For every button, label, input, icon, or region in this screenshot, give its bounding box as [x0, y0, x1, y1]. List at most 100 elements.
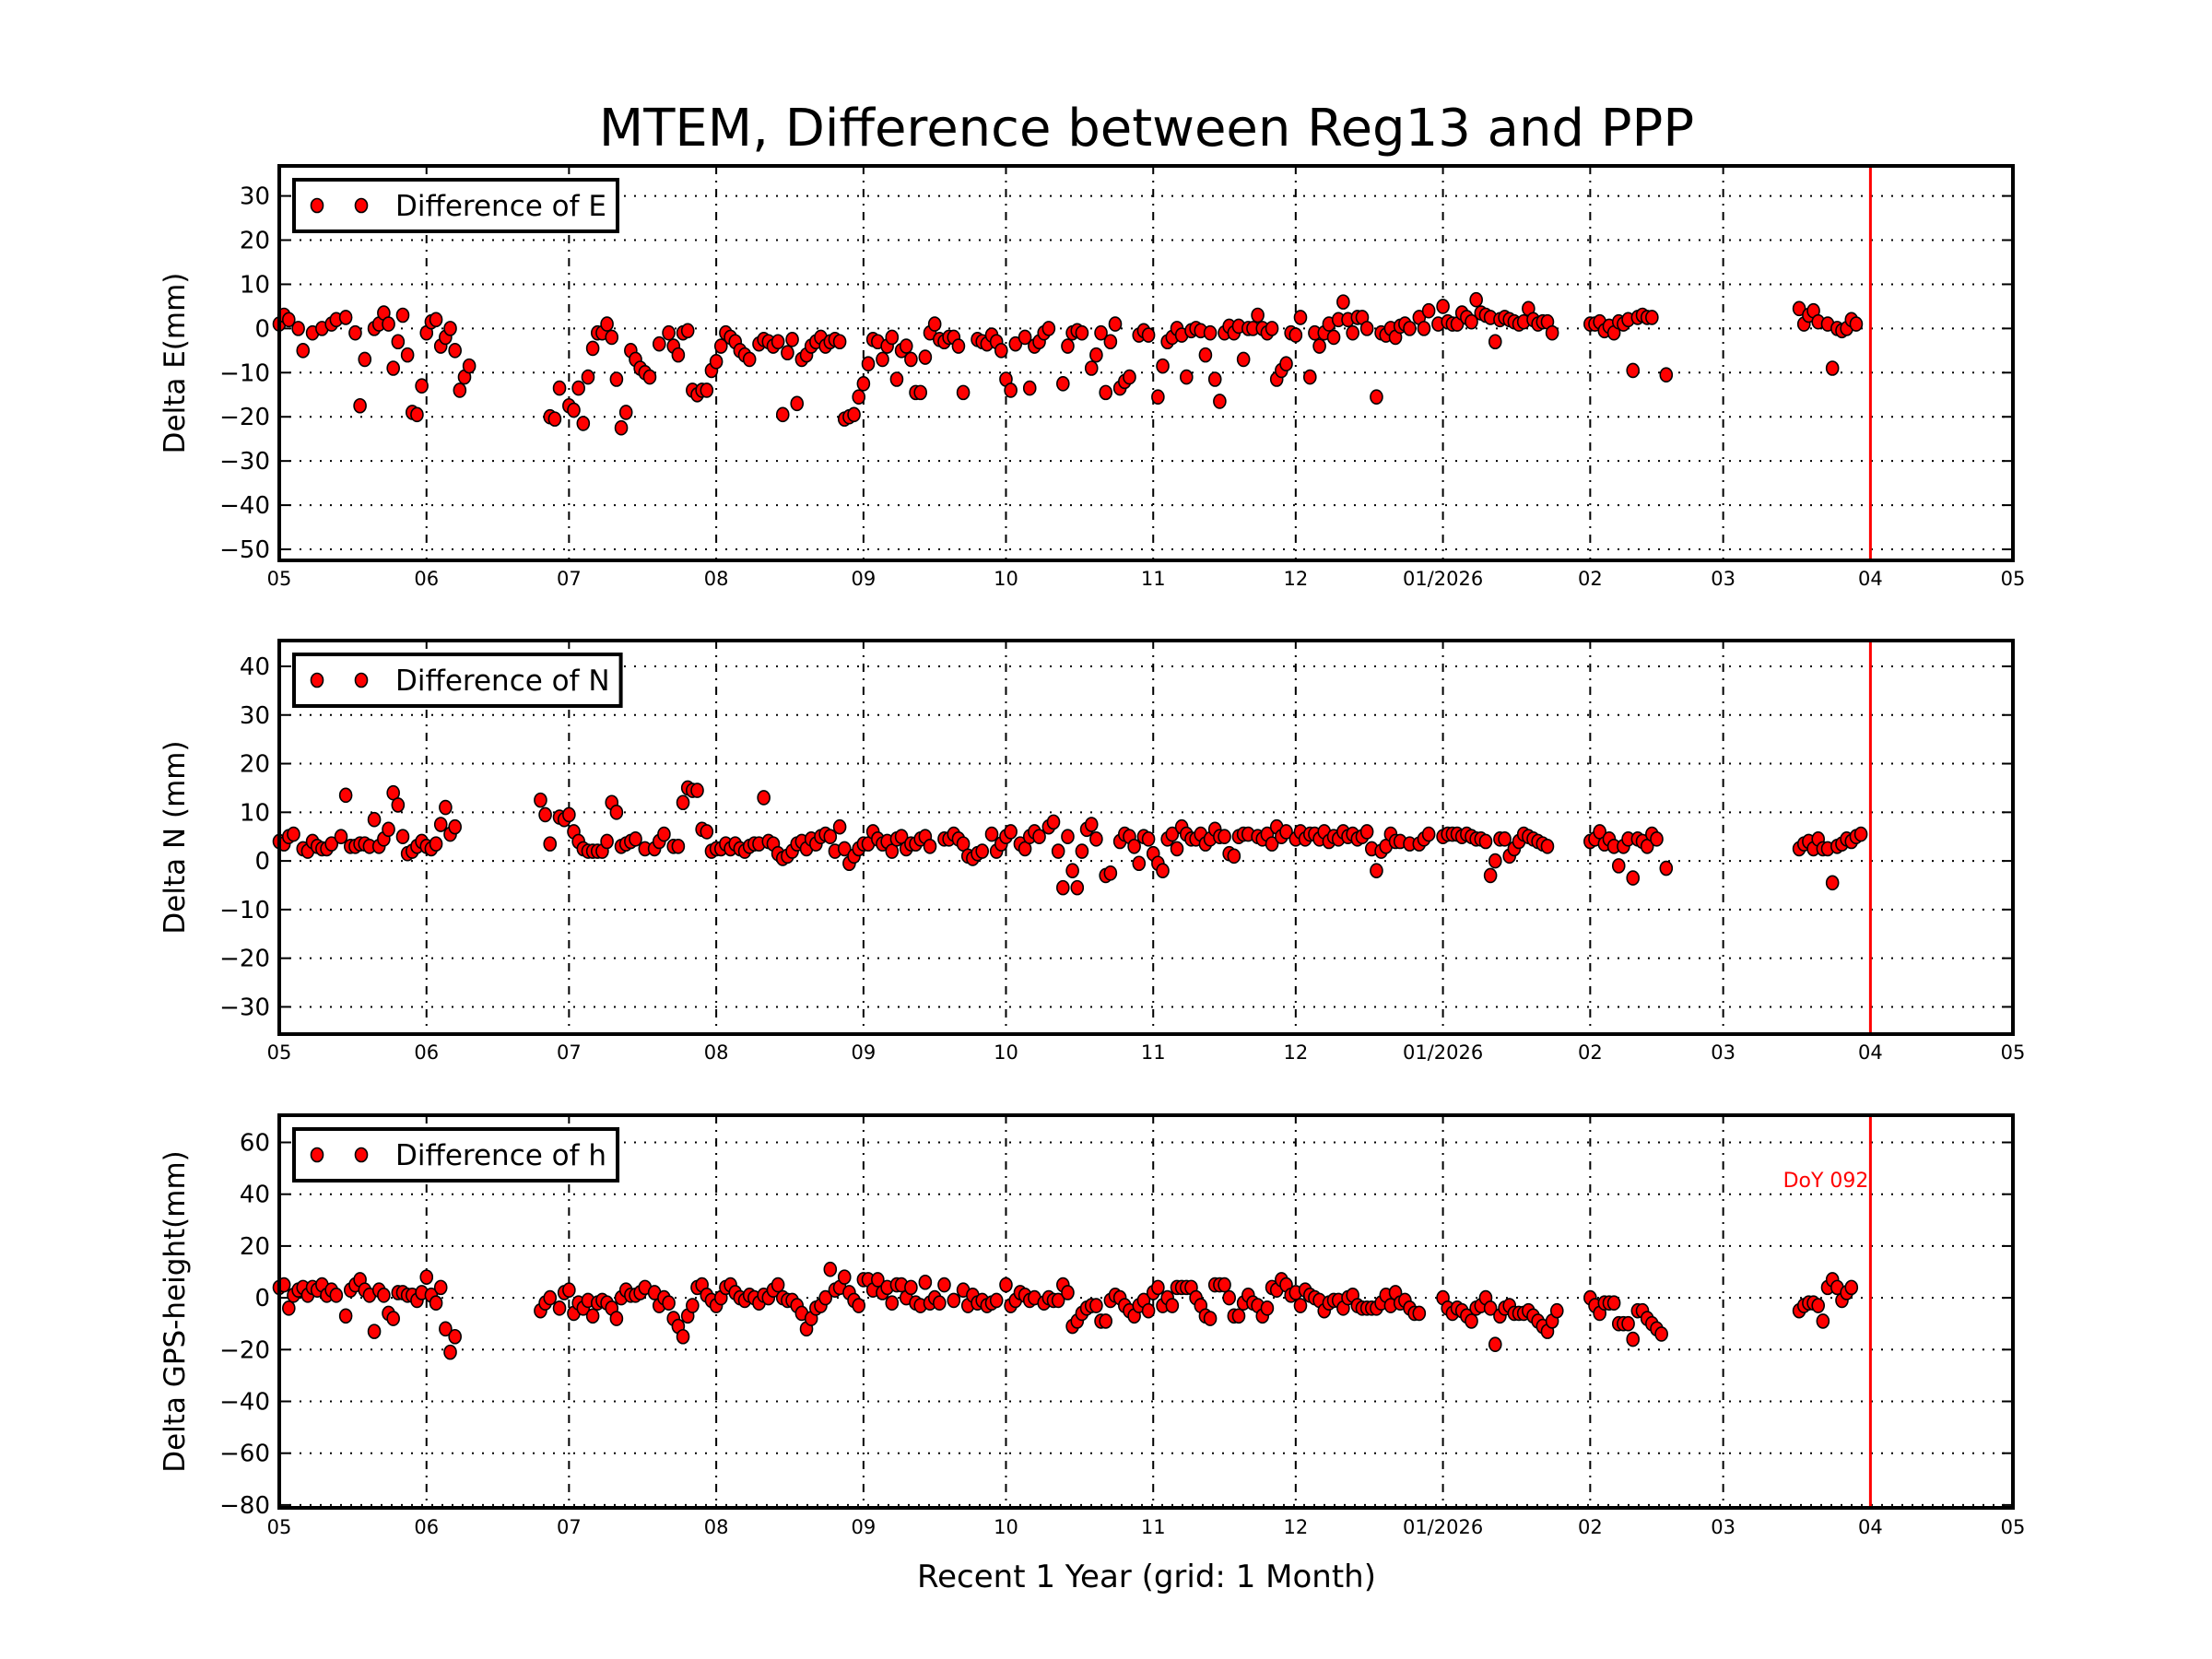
y-tick-label: 30	[240, 702, 270, 730]
data-point	[1825, 360, 1840, 376]
data-point	[918, 349, 933, 365]
data-point	[581, 369, 595, 385]
y-tick-label: −40	[219, 492, 270, 520]
data-point	[837, 841, 852, 857]
data-point	[415, 378, 429, 394]
data-point	[1132, 855, 1147, 872]
data-point	[876, 351, 889, 368]
data-point	[1370, 863, 1383, 878]
data-point	[823, 1261, 838, 1277]
data-point	[1061, 338, 1075, 354]
data-point	[1853, 826, 1868, 842]
data-point	[600, 316, 614, 332]
data-point	[585, 340, 600, 357]
data-point	[1483, 1300, 1498, 1316]
data-point	[1022, 380, 1037, 396]
data-point	[904, 351, 918, 368]
data-point	[1236, 351, 1251, 368]
data-point	[1825, 875, 1840, 891]
data-point	[771, 334, 785, 350]
data-point	[1089, 347, 1103, 363]
data-point	[1084, 360, 1099, 376]
data-point	[885, 1295, 900, 1312]
data-point	[562, 1282, 576, 1298]
data-point	[933, 1295, 947, 1312]
data-point	[1061, 1285, 1075, 1300]
data-point	[291, 321, 305, 336]
y-tick-label: −50	[219, 536, 270, 564]
data-point	[433, 1279, 448, 1296]
y-tick-label: 20	[240, 751, 270, 779]
data-point	[1483, 867, 1498, 884]
x-tick-label: 08	[704, 568, 729, 590]
data-point	[609, 371, 624, 387]
data-point	[686, 1298, 700, 1313]
data-point	[818, 1289, 832, 1306]
data-point	[1056, 879, 1070, 896]
doy-marker-label: DoY 092	[1783, 1170, 1869, 1193]
data-point	[1260, 1300, 1275, 1316]
legend-label: Difference of h	[395, 1139, 606, 1172]
x-tick-label: 04	[1858, 568, 1883, 590]
data-point	[1227, 848, 1241, 865]
data-point	[781, 345, 794, 361]
data-point	[1051, 1292, 1065, 1309]
data-point	[871, 1272, 885, 1288]
data-point	[790, 395, 805, 412]
data-point	[1549, 1302, 1564, 1319]
data-point	[433, 817, 448, 832]
legend-marker	[310, 197, 324, 214]
legend-marker	[310, 1147, 324, 1163]
y-axis-label: Delta GPS-height(mm)	[159, 1150, 192, 1473]
data-point	[1654, 1326, 1668, 1342]
data-point	[690, 782, 704, 798]
data-point	[1469, 291, 1483, 308]
data-point	[1251, 307, 1265, 324]
data-point	[671, 347, 686, 363]
x-tick-label: 05	[267, 1516, 292, 1538]
data-point	[904, 1279, 918, 1296]
data-point	[448, 343, 462, 359]
data-point	[700, 382, 714, 398]
x-tick-label: 05	[267, 1041, 292, 1064]
data-point	[1203, 1311, 1218, 1326]
data-point	[1165, 826, 1180, 842]
data-points	[272, 1261, 1859, 1360]
data-point	[543, 836, 558, 852]
data-point	[1659, 367, 1674, 383]
data-point	[1151, 1279, 1165, 1296]
x-tick-label: 11	[1141, 1516, 1166, 1538]
x-tick-label: 05	[2001, 568, 2026, 590]
data-point	[676, 1328, 690, 1345]
data-point	[913, 384, 928, 401]
x-tick-label: 08	[704, 1516, 729, 1538]
data-point	[1141, 327, 1156, 343]
data-point	[1421, 302, 1436, 319]
data-point	[1302, 369, 1317, 385]
data-point	[1844, 1279, 1859, 1296]
x-tick-label: 04	[1858, 1041, 1883, 1064]
legend: Difference of E	[292, 178, 619, 233]
data-point	[832, 818, 847, 835]
data-point	[662, 1295, 676, 1312]
legend-label: Difference of N	[395, 665, 610, 698]
data-point	[443, 1344, 457, 1360]
y-tick-label: 60	[240, 1130, 270, 1158]
data-point	[1412, 1305, 1427, 1322]
x-tick-label: 06	[414, 568, 439, 590]
data-point	[852, 1298, 866, 1313]
data-point	[1089, 1298, 1103, 1313]
data-point	[713, 338, 728, 354]
data-point	[1089, 831, 1103, 847]
y-axis-label: Delta E(mm)	[159, 273, 192, 454]
data-point	[439, 799, 453, 816]
data-point	[348, 324, 362, 341]
data-point	[567, 402, 581, 418]
x-tick-label: 05	[2001, 1516, 2026, 1538]
data-point	[837, 1269, 852, 1285]
data-point	[680, 323, 695, 339]
data-point	[923, 838, 937, 854]
data-point	[382, 316, 395, 332]
